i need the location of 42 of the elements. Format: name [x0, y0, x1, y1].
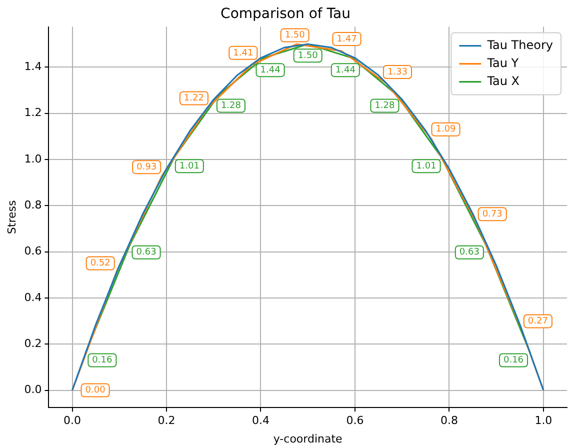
legend-label: Tau Theory [486, 38, 553, 52]
data-label: 1.33 [387, 67, 408, 78]
data-label: 0.73 [482, 209, 502, 220]
y-tick-label: 0.6 [24, 244, 42, 258]
y-axis-title: Stress [5, 200, 18, 234]
data-label: 1.50 [284, 30, 306, 41]
data-label: 0.27 [528, 316, 548, 327]
y-tick-label: 0.0 [24, 383, 42, 396]
x-tick-label: 0.2 [158, 414, 176, 428]
data-label: 1.01 [416, 161, 436, 172]
y-tick-label: 0.4 [24, 290, 42, 304]
data-label: 0.16 [503, 356, 524, 366]
data-label: 0.63 [136, 248, 156, 258]
data-label: 1.47 [336, 34, 357, 44]
y-tick-label: 1.2 [24, 106, 42, 120]
data-label: 0.63 [459, 248, 480, 258]
y-tick-label: 1.4 [24, 60, 42, 74]
y-tick-label: 1.0 [24, 152, 42, 166]
x-tick-label: 0.8 [440, 414, 458, 428]
data-label: 0.52 [90, 258, 110, 269]
data-label: 0.16 [92, 356, 112, 366]
data-label: 1.44 [260, 65, 281, 76]
y-tick-label: 0.2 [24, 336, 42, 350]
x-tick-label: 0.4 [252, 414, 270, 428]
data-label: 1.01 [179, 161, 200, 172]
data-label: 1.28 [374, 101, 396, 112]
y-tick-label: 0.8 [24, 198, 42, 212]
data-label: 1.41 [233, 48, 254, 58]
x-tick-label: 1.0 [534, 414, 552, 428]
x-tick-label: 0.0 [64, 414, 82, 428]
legend-label: Tau Y [486, 56, 520, 70]
legend-label: Tau X [486, 74, 520, 88]
data-label: 1.28 [220, 101, 242, 112]
data-label: 0.93 [136, 162, 157, 172]
chart-title: Comparison of Tau [220, 6, 350, 22]
x-axis-title: y-coordinate [273, 432, 343, 446]
data-label: 1.50 [298, 50, 318, 61]
data-label: 1.09 [436, 124, 456, 135]
data-label: 0.00 [85, 386, 106, 396]
x-tick-label: 0.6 [346, 414, 364, 428]
data-label: 1.44 [335, 65, 356, 76]
data-label: 1.22 [184, 94, 204, 104]
